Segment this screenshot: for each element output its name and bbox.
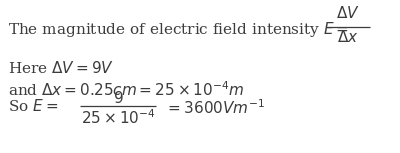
Text: and $\Delta x = 0.25cm = 25 \times 10^{-4}m$: and $\Delta x = 0.25cm = 25 \times 10^{-… — [8, 80, 244, 99]
Text: $25 \times 10^{-4}$: $25 \times 10^{-4}$ — [81, 108, 155, 127]
Text: Here $\Delta V = 9V$: Here $\Delta V = 9V$ — [8, 60, 114, 76]
Text: $9$: $9$ — [113, 90, 123, 106]
Text: So $E = $: So $E = $ — [8, 98, 58, 114]
Text: $= 3600Vm^{-1}$: $= 3600Vm^{-1}$ — [165, 98, 265, 117]
Text: $\Delta x$: $\Delta x$ — [337, 29, 359, 45]
Text: $\Delta V$: $\Delta V$ — [336, 5, 360, 21]
Text: The magnitude of electric field intensity $E = $: The magnitude of electric field intensit… — [8, 20, 349, 39]
